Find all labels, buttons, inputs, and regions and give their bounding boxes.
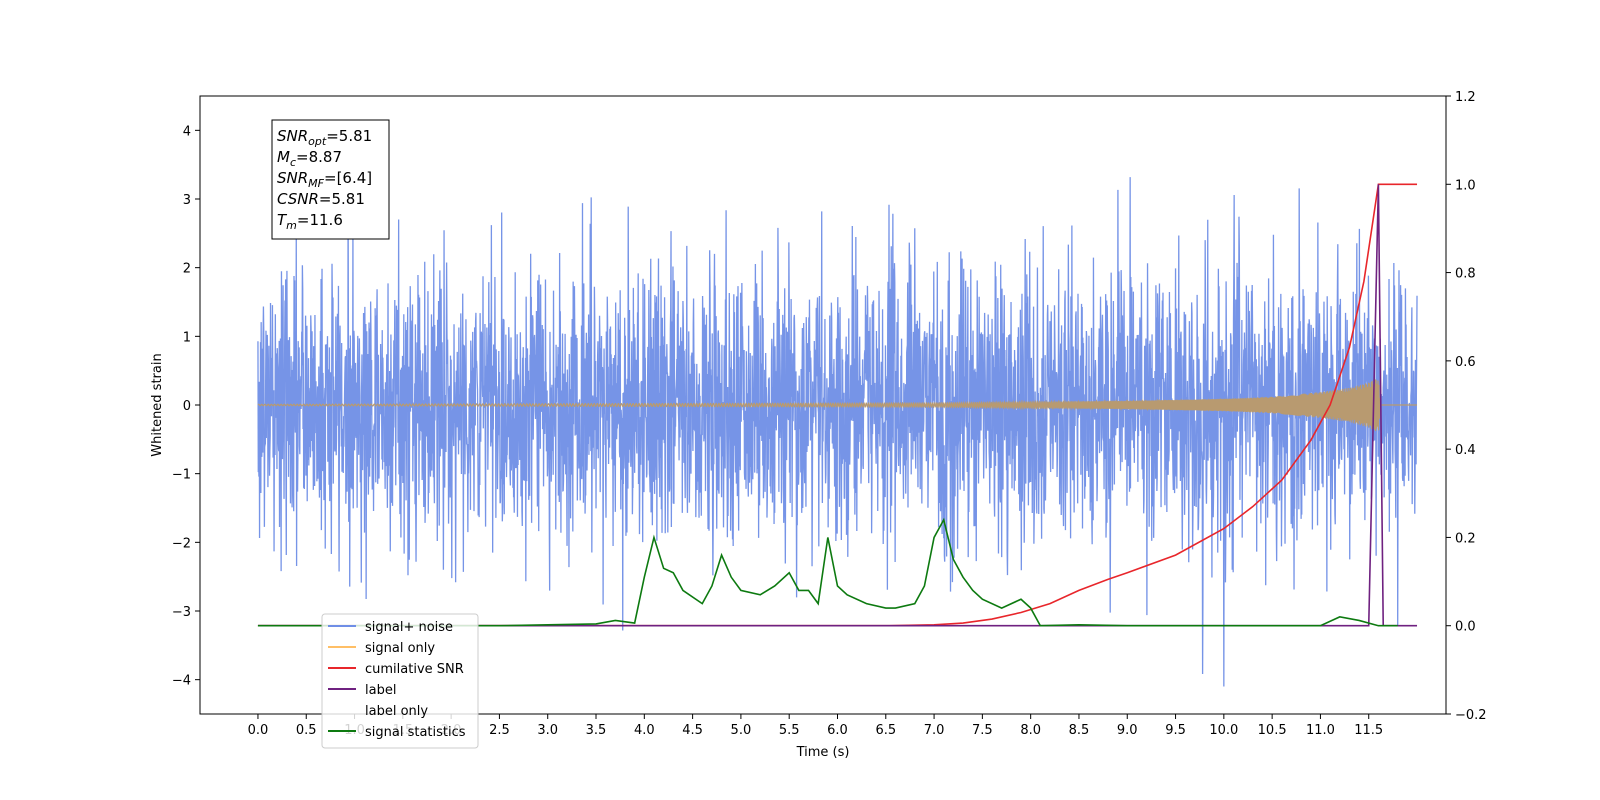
x-tick-label: 7.5: [972, 723, 993, 738]
x-tick-label: 5.0: [731, 723, 752, 738]
legend-label: label: [365, 683, 396, 698]
x-tick-label: 3.0: [537, 723, 558, 738]
x-tick-label: 0.0: [248, 723, 269, 738]
series-line-signal-only: [257, 379, 1418, 431]
legend-frame: [321, 613, 479, 749]
y2-tick-label: 1.0: [1455, 178, 1476, 193]
y-tick-label: 3: [183, 193, 191, 208]
x-tick-label: 10.0: [1209, 723, 1238, 738]
y-tick-label: −4: [172, 674, 191, 689]
x-tick-label: 9.5: [1165, 723, 1186, 738]
y2-tick-label: 0.6: [1455, 355, 1476, 370]
y2-tick-label: 0.8: [1455, 267, 1476, 282]
x-tick-label: 6.5: [875, 723, 896, 738]
annotation-line: Tm=11.6: [277, 211, 343, 232]
x-tick-label: 6.0: [827, 723, 848, 738]
legend-label: signal+ noise: [365, 620, 453, 635]
annotation-line: SNRMF=[6.4]: [277, 169, 372, 190]
x-tick-label: 8.5: [1069, 723, 1090, 738]
x-axis: 0.00.51.01.52.02.53.03.54.04.55.05.56.06…: [248, 714, 1383, 738]
y-tick-label: 1: [183, 330, 191, 345]
y-axis-label: Whitened strain: [150, 353, 165, 456]
x-tick-label: 3.5: [586, 723, 607, 738]
x-tick-label: 5.5: [779, 723, 800, 738]
y2-tick-label: 1.2: [1455, 90, 1476, 105]
x-tick-label: 9.0: [1117, 723, 1138, 738]
x-tick-label: 4.5: [682, 723, 703, 738]
legend: signal+ noise signal only cumilative SNR la…: [321, 613, 479, 749]
series-line-signal-noise: [257, 177, 1418, 687]
y-tick-label: 0: [183, 399, 191, 414]
legend-label: signal only: [365, 641, 435, 656]
annotation-line: CSNR=5.81: [277, 190, 365, 208]
annotation-line: SNRopt=5.81: [277, 127, 372, 148]
annotation-frame: [271, 119, 390, 240]
y-tick-label: −1: [172, 468, 191, 483]
legend-label: label only: [365, 704, 428, 719]
x-tick-label: 11.0: [1306, 723, 1335, 738]
x-tick-label: 8.0: [1020, 723, 1041, 738]
legend-label: signal statistics: [365, 725, 466, 740]
y-tick-label: −2: [172, 536, 191, 551]
y2-tick-label: 0.4: [1455, 443, 1476, 458]
legend-label: cumilative SNR: [365, 662, 464, 677]
annotation-line: Mc=8.87: [277, 148, 342, 169]
y2-tick-label: 0.0: [1455, 620, 1476, 635]
x-tick-label: 4.0: [634, 723, 655, 738]
x-tick-label: 11.5: [1354, 723, 1383, 738]
series-layer: [257, 177, 1418, 687]
y2-tick-label: 0.2: [1455, 531, 1476, 546]
x-tick-label: 2.5: [489, 723, 510, 738]
x-tick-label: 10.5: [1258, 723, 1287, 738]
y-tick-label: 2: [183, 262, 191, 277]
y-axis: −4 −3 −2 −1 0 1 2 3 4: [172, 124, 200, 689]
y-tick-label: −3: [172, 605, 191, 620]
x-tick-label: 0.5: [296, 723, 317, 738]
y2-axis: −0.2 0.0 0.2 0.4 0.6 0.8 1.0 1.2: [1446, 90, 1487, 723]
y2-tick-label: −0.2: [1455, 708, 1487, 723]
y-tick-label: 4: [183, 124, 191, 139]
x-axis-label: Time (s): [796, 745, 850, 760]
series-line-cumilative-snr: [257, 183, 1418, 627]
x-tick-label: 7.0: [924, 723, 945, 738]
series-line-signal-statistics: [257, 517, 1398, 627]
